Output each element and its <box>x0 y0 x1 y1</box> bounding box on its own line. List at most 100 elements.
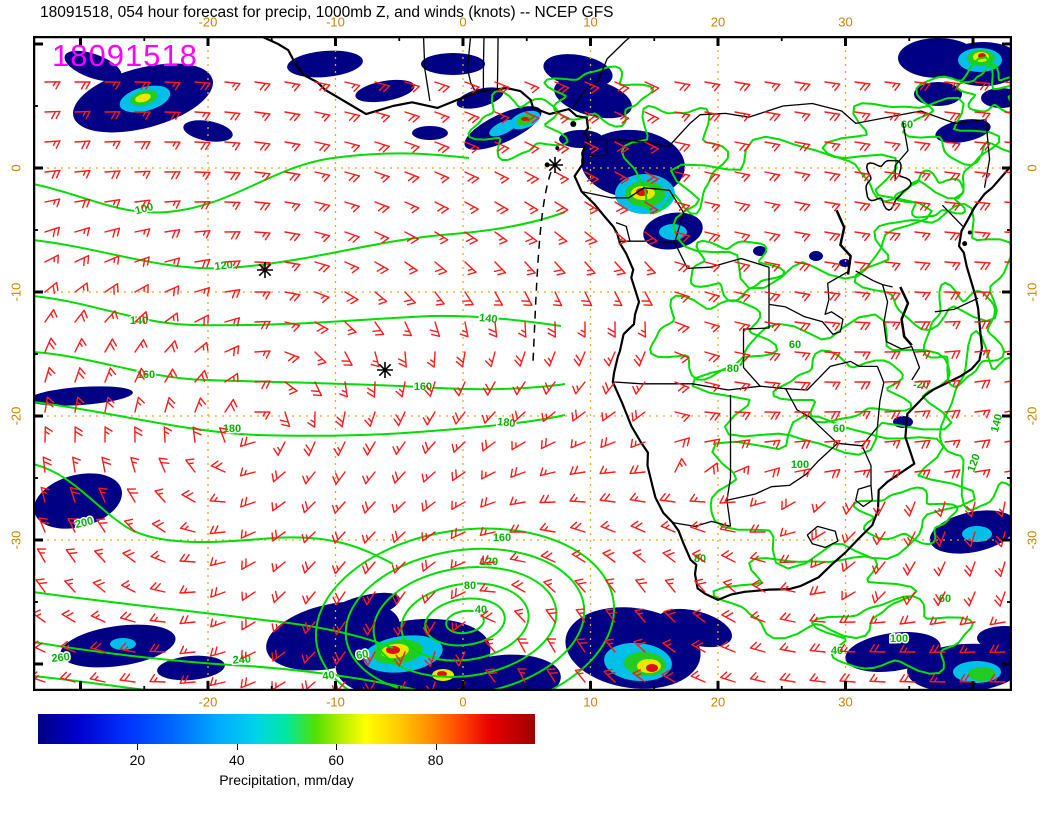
wind-barb <box>543 578 556 593</box>
wind-barb <box>424 651 436 667</box>
wind-barb <box>44 281 59 294</box>
wind-barb <box>974 111 991 121</box>
wind-barb <box>119 642 136 653</box>
country-border <box>572 36 632 109</box>
wind-barb <box>218 427 229 443</box>
wind-barb <box>719 494 736 504</box>
wind-barb <box>72 456 81 473</box>
wind-barb <box>603 668 616 683</box>
wind-barb <box>332 651 346 665</box>
wind-barb <box>944 81 961 91</box>
wind-barb <box>633 638 646 653</box>
wind-barb <box>569 493 586 503</box>
wind-barb <box>542 381 556 395</box>
wind-barb <box>224 201 241 210</box>
wind-barb <box>434 111 450 123</box>
wind-barb <box>734 439 751 449</box>
wind-barb <box>314 321 329 334</box>
wind-barb <box>74 227 91 237</box>
axis-tick-label: 0 <box>8 164 24 172</box>
wind-barb <box>662 639 676 653</box>
wind-barb <box>839 673 856 683</box>
wind-barb <box>240 496 256 508</box>
wind-barb <box>1004 410 1012 419</box>
wind-barb <box>764 321 781 332</box>
wind-barb <box>44 426 53 443</box>
wind-barb <box>810 558 826 568</box>
wind-barb <box>974 201 991 211</box>
wind-barb <box>734 411 751 421</box>
wind-barb <box>74 110 91 120</box>
wind-barb <box>779 612 796 623</box>
wind-barb <box>74 367 86 383</box>
wind-barb <box>164 229 181 239</box>
axis-tick-label: 10 <box>583 14 598 30</box>
wind-barb <box>374 171 390 183</box>
height-contour <box>33 351 566 391</box>
wind-barb <box>571 549 586 563</box>
wind-barb <box>974 409 991 419</box>
wind-barb <box>455 351 466 368</box>
wind-barb <box>341 351 353 366</box>
wind-barb <box>392 441 406 455</box>
wind-barb <box>493 291 504 306</box>
wind-barb <box>570 439 586 449</box>
wind-barb <box>404 81 420 93</box>
wind-barb <box>494 231 508 245</box>
wind-barb <box>974 349 991 359</box>
wind-barb <box>959 615 976 626</box>
wind-barb <box>602 381 616 395</box>
wind-barb <box>914 380 931 390</box>
country-border <box>726 394 732 527</box>
contour-label: 100 <box>791 459 809 471</box>
wind-barb <box>254 350 271 359</box>
wind-barb <box>794 141 811 152</box>
wind-barb <box>301 501 316 514</box>
wind-barb <box>301 561 316 574</box>
wind-barb <box>224 345 240 357</box>
wind-barb <box>134 339 148 353</box>
wind-barb <box>974 231 991 241</box>
wind-barb <box>704 171 721 182</box>
wind-barb <box>374 261 389 275</box>
country-border <box>785 360 878 391</box>
wind-barb <box>209 525 226 535</box>
wind-barb <box>314 291 330 303</box>
wind-barb <box>884 201 901 212</box>
wind-barb <box>44 110 61 120</box>
wind-barb <box>74 140 91 150</box>
wind-barb <box>974 291 991 300</box>
wind-barb <box>284 81 301 92</box>
wind-barb <box>426 351 436 368</box>
wind-barb <box>1004 440 1012 443</box>
wind-barb <box>92 579 106 593</box>
wind-barb <box>824 321 841 331</box>
wind-barb <box>914 321 931 330</box>
wind-barb <box>764 411 781 420</box>
wind-barb <box>391 471 406 484</box>
wind-barb <box>914 111 931 121</box>
wind-barb <box>332 561 346 575</box>
wind-barb <box>734 141 751 152</box>
wind-barb <box>332 621 346 636</box>
wind-barb <box>194 81 211 91</box>
wind-barb <box>933 591 946 607</box>
wind-barb <box>224 111 241 121</box>
wind-barb <box>630 438 646 449</box>
wind-barb <box>577 321 586 338</box>
wind-barb <box>344 321 357 336</box>
wind-barb <box>824 468 841 479</box>
wind-barb <box>65 548 78 563</box>
wind-barb <box>644 231 658 245</box>
height-contour <box>938 330 1012 511</box>
wind-barb <box>944 320 961 330</box>
axis-tick-label: 0 <box>459 694 467 710</box>
wind-barb <box>254 380 271 390</box>
wind-barb <box>151 519 166 533</box>
wind-barb <box>974 439 991 449</box>
wind-barb <box>479 526 496 536</box>
wind-barb <box>944 291 961 300</box>
wind-barb <box>750 611 766 623</box>
wind-barb <box>749 551 766 563</box>
wind-barb <box>824 111 841 122</box>
